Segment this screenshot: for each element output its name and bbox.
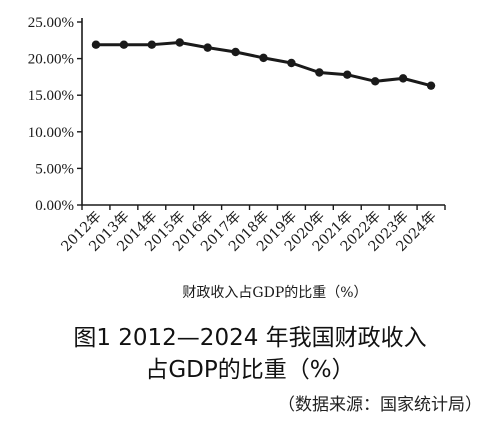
data-point: [426, 81, 436, 90]
data-point: [175, 38, 184, 47]
data-point: [147, 40, 157, 49]
y-axis: 0.00% 5.00% 10.00% 15.00% 20.00% 25.00%: [28, 15, 83, 214]
data-point: [203, 43, 212, 52]
x-axis: 2012年2013年2014年2015年2016年2017年2018年2019年…: [58, 204, 446, 255]
source-note: （数据来源：国家统计局）: [278, 395, 482, 415]
data-point: [119, 40, 129, 49]
series-line: [95, 40, 432, 88]
figure-caption-line1: 图1 2012—2024 年我国财政收入: [73, 325, 427, 351]
data-point: [370, 77, 380, 86]
line-chart: 0.00% 5.00% 10.00% 15.00% 20.00% 25.00% 2012年…: [28, 15, 446, 301]
figure-caption-line2: 占GDP的比重（%）: [145, 357, 355, 383]
y-tick-label: 5.00%: [35, 161, 74, 177]
y-tick-label: 0.00%: [35, 198, 74, 214]
data-point: [91, 40, 101, 49]
data-point: [315, 68, 324, 77]
data-point: [287, 58, 296, 68]
data-point: [259, 53, 268, 63]
y-tick-label: 20.00%: [28, 52, 74, 68]
data-point: [398, 74, 408, 83]
data-point: [231, 47, 240, 57]
y-tick-label: 15.00%: [28, 88, 74, 104]
y-tick-label: 25.00%: [28, 15, 74, 31]
y-tick-label: 10.00%: [28, 125, 74, 141]
data-point: [343, 70, 352, 79]
series-line-group: [91, 38, 436, 90]
x-axis-title: 财政收入占GDP的比重（%）: [182, 285, 367, 301]
